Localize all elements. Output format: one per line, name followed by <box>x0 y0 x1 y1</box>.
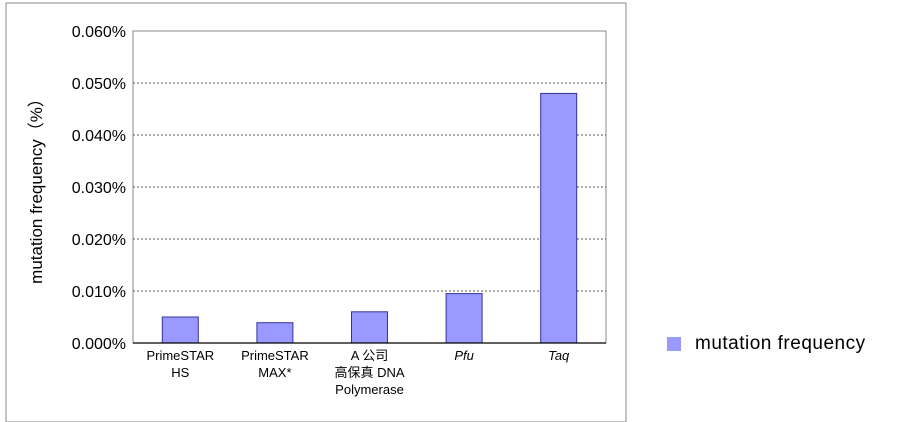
y-tick-label: 0.060% <box>72 24 126 41</box>
legend-label: mutation frequency <box>695 333 866 354</box>
x-tick-label-line: PrimeSTAR <box>146 348 214 363</box>
legend: mutation frequency <box>667 333 866 355</box>
y-tick-label: 0.010% <box>72 284 126 301</box>
x-tick-label: PrimeSTAR HS <box>146 348 214 380</box>
y-tick-labels: 0.000% 0.010% 0.020% 0.030% 0.040% 0.050% 0.06… <box>72 24 126 353</box>
bar <box>445 293 483 344</box>
x-tick-label: A 公司高保真 DNA Polymerase <box>334 348 404 397</box>
x-tick-label: PrimeSTAR MAX* <box>241 348 309 380</box>
x-tick-label-line: Taq <box>548 348 570 363</box>
y-tick-label: 0.020% <box>72 232 126 249</box>
bar <box>540 92 578 344</box>
x-tick-label-line: PrimeSTAR <box>241 348 309 363</box>
bars <box>161 92 578 344</box>
y-axis-label: mutation frequency（%） <box>27 90 46 284</box>
bar <box>161 316 199 344</box>
bar <box>351 311 388 344</box>
legend-swatch <box>667 337 681 351</box>
x-tick-label-line: HS <box>171 365 189 380</box>
y-tick-label: 0.000% <box>72 336 126 353</box>
x-tick-label: Taq <box>548 348 570 363</box>
y-tick-label: 0.050% <box>72 76 126 93</box>
x-tick-label-line: 高保真 DNA <box>334 365 404 380</box>
x-tick-labels: PrimeSTAR HS PrimeSTAR MAX* A 公司高保真 DNA Polym… <box>146 348 570 397</box>
x-tick-label-line: Pfu <box>454 348 474 363</box>
y-tick-label: 0.040% <box>72 128 126 145</box>
y-tick-label: 0.030% <box>72 180 126 197</box>
gridlines <box>133 82 606 292</box>
x-tick-label-line: Polymerase <box>335 382 404 397</box>
x-tick-label: Pfu <box>454 348 474 363</box>
x-tick-label-line: MAX* <box>258 365 291 380</box>
bar <box>256 322 294 344</box>
x-tick-label-line: A 公司 <box>351 348 389 363</box>
